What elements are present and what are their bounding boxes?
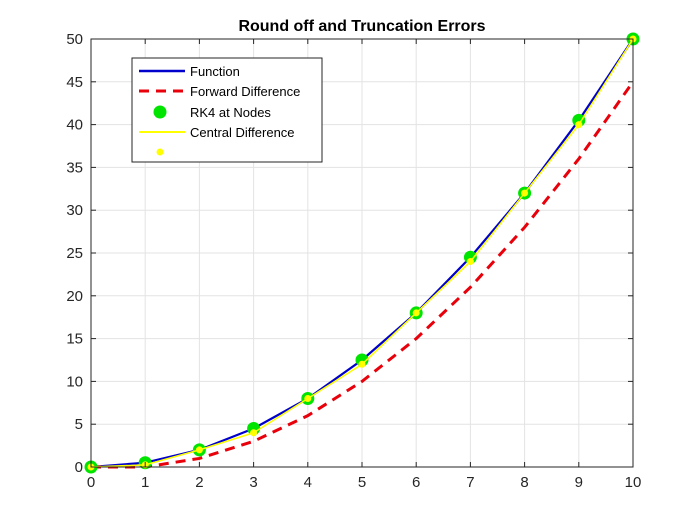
legend: Function Forward Difference RK4 at Nodes Ce… — [131, 57, 323, 163]
chart-title: Round off and Truncation Errors — [238, 18, 485, 35]
central-difference-point — [304, 395, 312, 403]
y-tick-label: 50 — [66, 31, 83, 48]
x-tick-label: 7 — [466, 474, 474, 491]
y-tick-label: 20 — [66, 288, 83, 305]
legend-swatch-rk4 — [153, 105, 167, 119]
y-tick-label: 30 — [66, 202, 83, 219]
central-difference-point — [195, 446, 203, 454]
series-layer — [84, 32, 640, 474]
central-difference-point — [466, 258, 474, 266]
y-tick-label: 10 — [66, 373, 83, 390]
central-difference-point — [412, 309, 420, 317]
legend-label: Forward Difference — [190, 84, 300, 99]
x-tick-label: 10 — [625, 474, 642, 491]
legend-swatch-central-difference-marker — [156, 148, 164, 156]
legend-label: RK4 at Nodes — [190, 105, 271, 120]
y-tick-label: 5 — [75, 416, 83, 433]
x-tick-label: 1 — [141, 474, 149, 491]
y-tick-label: 0 — [75, 459, 83, 476]
series-line-forward-difference — [91, 80, 635, 469]
x-tick-label: 8 — [520, 474, 528, 491]
legend-label: Function — [190, 64, 240, 79]
x-tick-label: 2 — [195, 474, 203, 491]
central-difference-point — [521, 189, 529, 197]
legend-label: Central Difference — [190, 125, 295, 140]
central-difference-point — [250, 429, 258, 437]
x-tick-label: 5 — [358, 474, 366, 491]
y-tick-label: 40 — [66, 117, 83, 134]
y-tick-label: 35 — [66, 159, 83, 176]
y-tick-label: 15 — [66, 331, 83, 348]
y-tick-label: 45 — [66, 74, 83, 91]
x-tick-label: 4 — [304, 474, 312, 491]
central-difference-point — [575, 121, 583, 129]
x-tick-label: 9 — [575, 474, 583, 491]
y-tick-label: 25 — [66, 245, 83, 262]
central-difference-point — [358, 360, 366, 368]
x-tick-label: 3 — [249, 474, 257, 491]
x-tick-label: 6 — [412, 474, 420, 491]
x-tick-label: 0 — [87, 474, 95, 491]
